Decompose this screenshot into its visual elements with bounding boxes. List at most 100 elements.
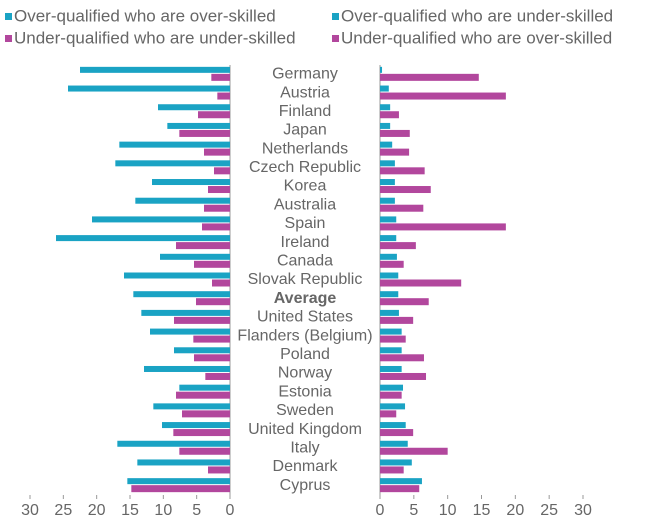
bar: [380, 403, 406, 410]
bar: [179, 447, 230, 455]
category-label: Finland: [279, 103, 331, 120]
bar: [380, 104, 391, 111]
bar: [380, 66, 383, 73]
bar: [152, 179, 230, 186]
bar: [380, 279, 462, 287]
bar: [204, 204, 230, 212]
category-label: Flanders (Belgium): [237, 327, 372, 344]
category-label: Austria: [280, 84, 330, 101]
bar: [135, 197, 230, 204]
bar: [174, 316, 230, 324]
x-tick-label: 20: [88, 502, 106, 519]
bar: [380, 459, 412, 466]
category-label: United States: [257, 309, 353, 326]
bar: [380, 167, 425, 175]
bar: [380, 242, 416, 250]
category-label: Slovak Republic: [248, 271, 363, 288]
bar: [380, 354, 424, 362]
bar: [380, 447, 448, 455]
category-label: Netherlands: [262, 140, 348, 157]
category-label: Japan: [283, 122, 327, 139]
x-tick-label: 10: [439, 502, 457, 519]
bar: [380, 122, 391, 129]
x-tick-label: 15: [473, 502, 491, 519]
category-label: Cyprus: [280, 477, 331, 494]
category-label: United Kingdom: [248, 421, 362, 438]
bar: [144, 365, 230, 372]
bar: [380, 160, 395, 167]
bar: [380, 365, 402, 372]
category-label: Spain: [285, 215, 326, 232]
category-label: Estonia: [278, 383, 331, 400]
bar: [380, 466, 404, 474]
x-tick-label: 5: [409, 502, 418, 519]
x-tick-label: 25: [540, 502, 558, 519]
x-tick-label: 30: [21, 502, 39, 519]
bar: [56, 235, 230, 242]
bar: [380, 179, 395, 186]
bar: [205, 372, 230, 380]
bar: [194, 260, 230, 268]
bar: [380, 291, 399, 298]
bar: [211, 73, 230, 81]
bar: [141, 309, 230, 316]
bar: [380, 73, 479, 81]
bar: [198, 111, 230, 119]
bar: [380, 391, 402, 399]
bar: [380, 253, 397, 260]
x-tick-label: 5: [192, 502, 201, 519]
bar: [127, 478, 230, 485]
bar: [194, 354, 230, 362]
bar: [133, 291, 230, 298]
category-label: Korea: [284, 178, 327, 195]
bar: [380, 216, 397, 223]
category-label: Poland: [280, 346, 330, 363]
legend-label: Over-qualified who are over-skilled: [14, 6, 276, 25]
bar: [380, 92, 506, 100]
bar: [380, 429, 414, 437]
legend-label: Under-qualified who are under-skilled: [14, 28, 296, 47]
bar: [214, 167, 230, 175]
bar: [380, 85, 389, 92]
bar: [380, 298, 429, 306]
bar: [204, 148, 230, 156]
category-label: Germany: [272, 66, 338, 83]
bar: [380, 335, 406, 343]
legend-swatch: [332, 13, 339, 20]
bar: [115, 160, 230, 167]
bar: [380, 141, 393, 148]
x-tick-label: 0: [376, 502, 385, 519]
x-tick-label: 25: [54, 502, 72, 519]
category-label: Australia: [274, 196, 336, 213]
x-tick-label: 10: [154, 502, 172, 519]
bar: [196, 298, 230, 306]
bar: [217, 92, 230, 100]
bar: [150, 328, 230, 335]
bar: [380, 223, 506, 231]
bar: [212, 279, 230, 287]
bar: [119, 141, 230, 148]
bar: [202, 223, 230, 231]
bar: [173, 429, 230, 437]
bar: [380, 204, 424, 212]
bar: [179, 129, 230, 137]
bar: [208, 186, 230, 194]
x-tick-label: 30: [574, 502, 592, 519]
bar: [158, 104, 230, 111]
bar: [176, 242, 230, 250]
bar: [380, 316, 414, 324]
category-label: Denmark: [273, 458, 339, 475]
bar: [160, 253, 230, 260]
bar: [80, 66, 230, 73]
bar: [380, 372, 427, 380]
bar: [380, 328, 402, 335]
legend-swatch: [332, 35, 339, 42]
bar: [380, 260, 404, 268]
x-tick-label: 20: [506, 502, 524, 519]
bar: [380, 410, 397, 418]
bar: [131, 485, 230, 493]
bar: [193, 335, 230, 343]
category-label: Ireland: [281, 234, 330, 251]
bar: [380, 309, 399, 316]
